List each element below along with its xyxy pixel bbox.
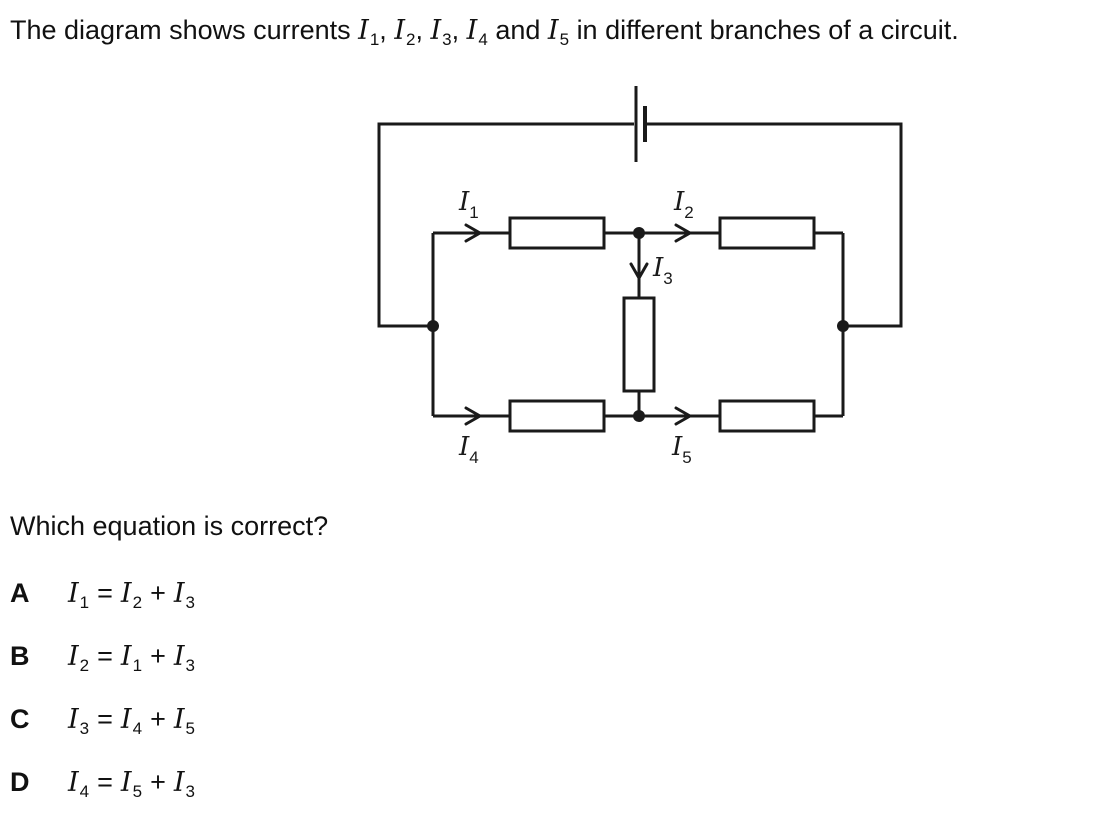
resistor-middle [622,296,656,393]
diagram-label-i4: I4 [458,432,479,467]
question-suffix: in different branches of a circuit. [576,15,959,45]
option-equation: I4 = I5 + I3 [68,767,195,801]
junction-node-top-middle [633,227,645,239]
option-letter: A [10,578,30,608]
arrow-i5 [674,406,692,426]
outer-wire-left [377,122,634,328]
current-label-i5: I5 [547,15,570,49]
option-equation: I3 = I4 + I5 [68,704,195,738]
question-text: The diagram shows currents I1, I2, I3, I… [10,15,959,49]
option-c[interactable]: C I3 = I4 + I5 [10,699,410,762]
arrow-i2 [674,223,692,243]
diagram-label-i2: I2 [673,187,694,222]
option-letter: C [10,704,30,734]
resistor-bottom-right [718,399,816,433]
outer-wire-right [645,122,903,328]
resistor-bottom-left [508,399,606,433]
junction-node-right [837,320,849,332]
current-label-i2: I2 [394,15,416,49]
diagram-label-i3: I3 [652,253,673,288]
and-word: and [495,15,541,45]
junction-node-left [427,320,439,332]
current-label-i3: I3 [430,15,452,49]
option-b[interactable]: B I2 = I1 + I3 [10,636,410,699]
arrow-i3 [629,262,649,280]
resistor-top-left [508,216,606,250]
option-equation: I2 = I1 + I3 [68,641,195,675]
option-d[interactable]: D I4 = I5 + I3 [10,762,410,825]
question-prompt: Which equation is correct? [10,511,329,541]
arrow-i1 [464,223,482,243]
question-prefix: The diagram shows currents [10,15,351,45]
arrow-i4 [464,406,482,426]
current-label-i4: I4 [466,15,488,49]
option-letter: D [10,767,30,797]
option-letter: B [10,641,30,671]
option-a[interactable]: A I1 = I2 + I3 [10,573,410,636]
junction-node-bottom-middle [633,410,645,422]
diagram-label-i5: I5 [671,432,692,467]
answer-options: A I1 = I2 + I3 B I2 = I1 + I3 C I3 = I4 + I5 D I4 = I5… [10,573,410,825]
resistor-top-right [718,216,816,250]
option-equation: I1 = I2 + I3 [68,578,195,612]
current-label-i1: I1 [358,15,380,49]
diagram-label-i1: I1 [458,187,479,222]
